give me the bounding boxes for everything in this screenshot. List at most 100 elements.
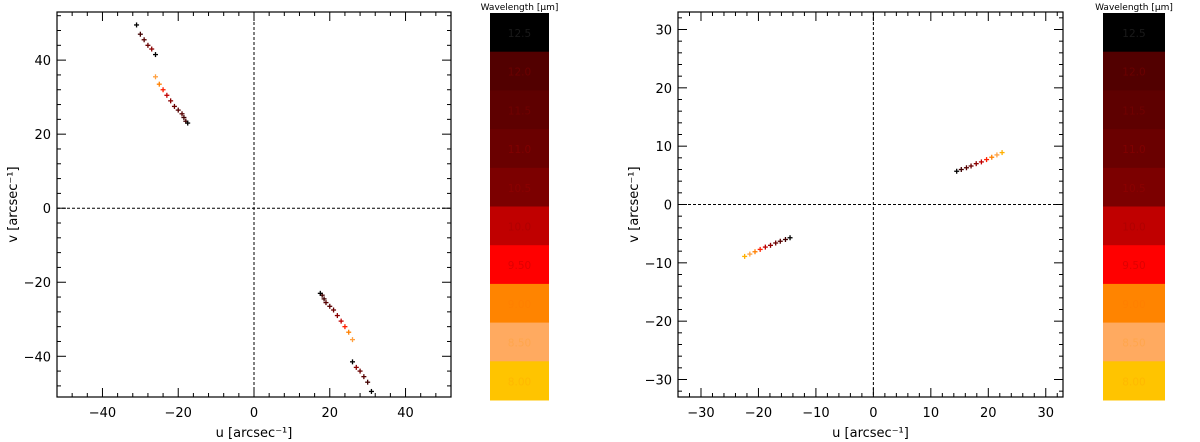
uv-point	[141, 37, 147, 43]
colorbar-swatch	[490, 206, 549, 246]
uv-point	[350, 337, 355, 343]
colorbar-label: 8.50	[1122, 338, 1145, 350]
uv-point	[365, 379, 371, 385]
colorbar-swatch	[490, 51, 549, 91]
y-axis-label-right: v [arcsec⁻¹]	[627, 166, 642, 242]
uv-point	[153, 52, 158, 58]
y-tick-label: −20	[645, 315, 672, 330]
colorbar-swatch	[490, 361, 549, 401]
colorbar-right: Wavelength [μm] 12.5 12.0 11.5 11.0 10.5 10.0…	[1095, 3, 1173, 401]
colorbar-swatch	[1103, 206, 1165, 246]
uv-point	[984, 157, 990, 163]
uv-point	[777, 238, 783, 244]
zero-lines-left	[57, 12, 451, 397]
colorbar-swatch	[490, 322, 549, 362]
uv-point	[954, 168, 960, 174]
uv-point	[752, 249, 758, 255]
colorbar-label: 10.5	[1122, 183, 1145, 195]
y-tick-label: 20	[655, 82, 672, 97]
uv-point	[321, 296, 327, 302]
uv-point	[782, 237, 788, 242]
uv-point	[742, 253, 748, 259]
y-tick-label: −10	[645, 257, 672, 272]
colorbar-swatch	[1103, 13, 1165, 53]
uv-point	[747, 251, 753, 257]
colorbar-left: Wavelength [μm] 12.5 12.0 11.5 11.0 10.5 10.0…	[481, 3, 558, 401]
zero-lines-right	[678, 12, 1063, 397]
y-tick-label: 10	[655, 140, 672, 155]
uv-point	[323, 300, 329, 306]
colorbar-swatch	[1103, 322, 1165, 362]
colorbar-swatch	[1103, 129, 1165, 169]
uv-point	[787, 235, 793, 241]
uv-points-left	[134, 22, 374, 394]
axis-ticks-left: −40 −20 0 20 40 −40 −20 0 20 40	[24, 12, 452, 421]
y-tick-label: 0	[43, 202, 51, 217]
colorbar-swatch	[490, 90, 549, 130]
axis-ticks-right: −30 −20 −10 0 10 20 30 −30 −20 −10 0 10 20 30	[645, 12, 1063, 421]
x-tick-label: 10	[923, 406, 940, 421]
uv-point	[168, 98, 174, 104]
x-tick-label: −30	[687, 406, 714, 421]
colorbar-title-right: Wavelength [μm]	[1095, 3, 1173, 13]
y-axis-label-left: v [arcsec⁻¹]	[6, 166, 21, 242]
x-tick-label: −40	[89, 406, 116, 421]
uv-point	[185, 120, 191, 126]
uv-point	[350, 359, 355, 365]
colorbar-label: 12.5	[508, 28, 531, 40]
colorbar-label: 11.5	[508, 105, 531, 117]
uv-point	[342, 324, 348, 330]
colorbar-label: 12.5	[1122, 28, 1145, 40]
y-tick-label: 20	[34, 128, 51, 143]
colorbar-swatch	[490, 13, 549, 53]
uv-point	[357, 368, 363, 374]
uv-point	[968, 163, 974, 169]
colorbar-swatch	[1103, 90, 1165, 130]
uv-plot-left: −40 −20 0 20 40 −40 −20 0 20 40 u [arcsec⁻¹] v [a…	[6, 11, 452, 441]
uv-point	[762, 244, 768, 250]
uv-plot-right: −30 −20 −10 0 10 20 30 −30 −20 −10 0 10 20 30 u [arcs…	[627, 11, 1064, 441]
colorbar-label: 9.00	[1122, 299, 1145, 311]
uv-point	[145, 42, 151, 48]
colorbar-swatch	[1103, 283, 1165, 324]
uv-point	[175, 107, 181, 113]
uv-point	[346, 329, 352, 335]
colorbar-swatches-left	[490, 13, 549, 401]
colorbar-swatch	[490, 129, 549, 169]
colorbar-label: 9.00	[508, 299, 531, 311]
uv-point	[327, 303, 333, 309]
x-tick-label: 20	[321, 406, 338, 421]
y-tick-label: 30	[655, 24, 672, 39]
colorbar-label: 8.00	[1122, 376, 1145, 388]
x-tick-label: 0	[250, 406, 258, 421]
x-axis-label-right: u [arcsec⁻¹]	[832, 426, 909, 441]
colorbar-labels-left: 12.5 12.0 11.5 11.0 10.5 10.0 9.50 9.00 8.50 8.00	[508, 28, 531, 388]
colorbar-swatch	[490, 245, 549, 285]
colorbar-label: 11.0	[508, 144, 531, 156]
uv-point	[171, 103, 177, 109]
uv-point	[368, 388, 374, 394]
uv-point	[994, 152, 1000, 158]
colorbar-label: 11.5	[1122, 105, 1145, 117]
colorbar-label: 11.0	[1122, 144, 1145, 156]
colorbar-swatch	[1103, 51, 1165, 91]
uv-point	[156, 81, 162, 87]
uv-point	[973, 161, 979, 167]
x-tick-label: 0	[869, 406, 877, 421]
colorbar-labels-right: 12.5 12.0 11.5 11.0 10.5 10.0 9.50 9.00 8.50 8.00	[1122, 28, 1145, 388]
uv-point	[179, 111, 185, 117]
uv-point	[999, 150, 1005, 156]
y-tick-label: −40	[24, 350, 51, 365]
colorbar-label: 10.0	[508, 222, 531, 234]
uv-point	[361, 374, 367, 380]
uv-point	[334, 313, 340, 319]
uv-point	[137, 31, 143, 37]
uv-point	[989, 154, 995, 160]
colorbar-swatch	[490, 167, 549, 207]
colorbar-swatch	[1103, 167, 1165, 207]
colorbar-swatch	[490, 283, 549, 324]
uv-point	[331, 307, 337, 313]
uv-point	[963, 165, 969, 171]
colorbar-swatch	[1103, 245, 1165, 285]
